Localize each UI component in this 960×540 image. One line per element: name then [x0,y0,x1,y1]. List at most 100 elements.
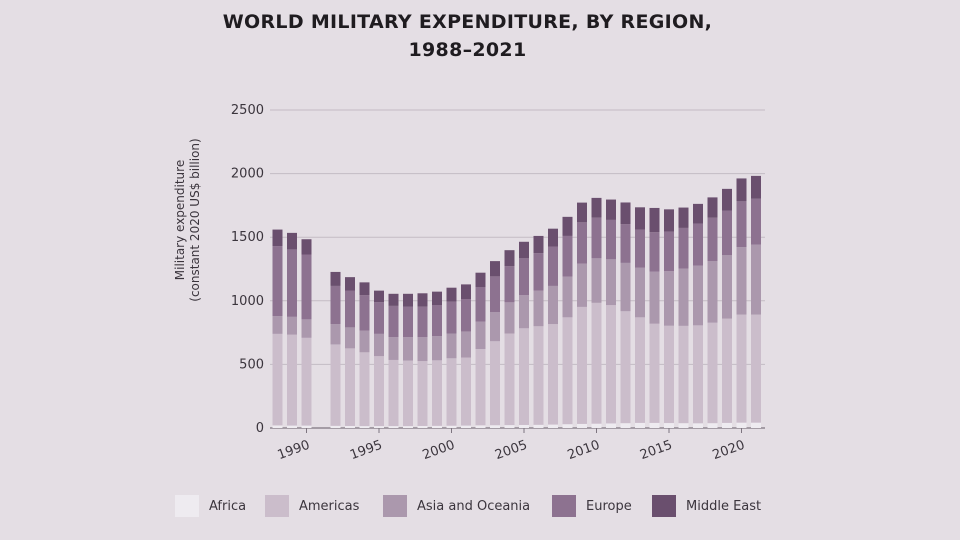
bar-segment [664,271,674,326]
bar-segment [388,337,399,360]
legend-label: Asia and Oceania [417,498,531,514]
bar-segment [606,259,616,306]
bar-segment [519,328,529,425]
bar-segment [664,325,674,424]
bar-segment [388,305,399,338]
bar-segment [736,201,747,248]
bar-segment [359,295,370,331]
bar-segment [490,425,500,428]
bar-segment [606,423,616,428]
bar-segment [374,302,384,334]
bar-segment [577,222,587,264]
bar-segment [577,306,587,424]
bar-segment [287,334,297,426]
x-tick-label: 2015 [638,438,674,463]
bar-segment [345,290,355,328]
bar-segment [417,306,428,338]
bar-segment [548,324,558,425]
bar-segment [475,321,486,350]
bar-segment [620,311,631,424]
bar-segment [388,426,399,428]
bar-segment [722,188,732,211]
bar-segment [272,425,283,428]
bar-segment [678,227,689,269]
bar-segment [635,422,645,428]
bar-segment [751,422,761,428]
bar-segment [707,197,718,218]
y-tick-label: 2500 [231,103,264,118]
bar-segment [751,314,761,423]
bar-segment [620,224,631,263]
legend-swatch [552,495,576,517]
bar-segment [432,304,442,337]
bar-segment [562,424,573,428]
chart-title-line-1: WORLD MILITARY EXPENDITURE, BY REGION, [222,11,713,33]
x-tick-label: 2005 [493,438,529,463]
bar-segment [693,223,703,266]
bar-segment [722,318,732,423]
bar-segment [736,247,747,315]
bar-segment [475,425,486,428]
bar-segment [591,258,602,303]
bar-segment [548,424,558,428]
bar-segment [649,232,660,272]
bar-segment [287,249,297,317]
bar-segment [345,277,355,291]
bar-segment [417,425,428,428]
bar-segment [403,426,413,428]
legend-swatch [265,495,289,517]
bar-segment [678,268,689,326]
bar-segment [635,317,645,423]
bar-segment [620,202,631,225]
bar-segment [635,267,645,318]
bar-segment [272,229,283,247]
bar-segment [330,344,341,426]
bar-segment [359,330,370,353]
bar-segment [359,426,370,428]
bar-segment [722,210,732,256]
bar-segment [635,207,645,230]
bar-segment [287,425,297,428]
bar-segment [461,299,471,332]
bar-segment [417,293,428,307]
legend-swatch [383,495,407,517]
bar-segment [272,333,283,426]
bar-segment [519,241,529,259]
bar-segment [301,319,312,338]
bar-segment [417,361,428,426]
bar-segment [403,360,413,427]
bar-segment [664,231,674,272]
bar-segment [707,423,718,428]
bar-segment [345,327,355,349]
bar-segment [577,423,587,428]
bar-segment [301,254,312,320]
bar-segment [446,358,457,426]
bar-segment [678,423,689,428]
bar-segment [490,341,500,426]
stacked-bar-chart: 0 500 1000 1500 2000 2500 1990 1995 2000 2005 2010… [231,103,765,463]
bar-segment [359,282,370,296]
bar-segment [519,295,529,329]
chart-title-line-2: 1988–2021 [408,39,527,61]
bar-segment [664,423,674,428]
bar-segment [345,425,355,428]
bar-segment [403,306,413,338]
y-tick-label: 1500 [231,230,264,245]
y-tick-label: 0 [256,421,264,436]
bar-segment [403,293,413,307]
bar-segment [751,244,761,315]
x-tick-label: 2020 [711,438,747,463]
bar-segment [272,316,283,334]
bar-segment [693,325,703,424]
bar-segment [751,198,761,245]
bar-segment [635,229,645,268]
y-tick-label: 1000 [231,294,264,309]
bar-segment [548,246,558,286]
legend-swatch [652,495,676,517]
y-tick-label: 2000 [231,167,264,182]
bar-segment [548,228,558,247]
bar-segment [374,356,384,427]
bar-segment [490,261,500,277]
bar-segment [374,426,384,428]
legend-item: Europe [552,495,632,517]
